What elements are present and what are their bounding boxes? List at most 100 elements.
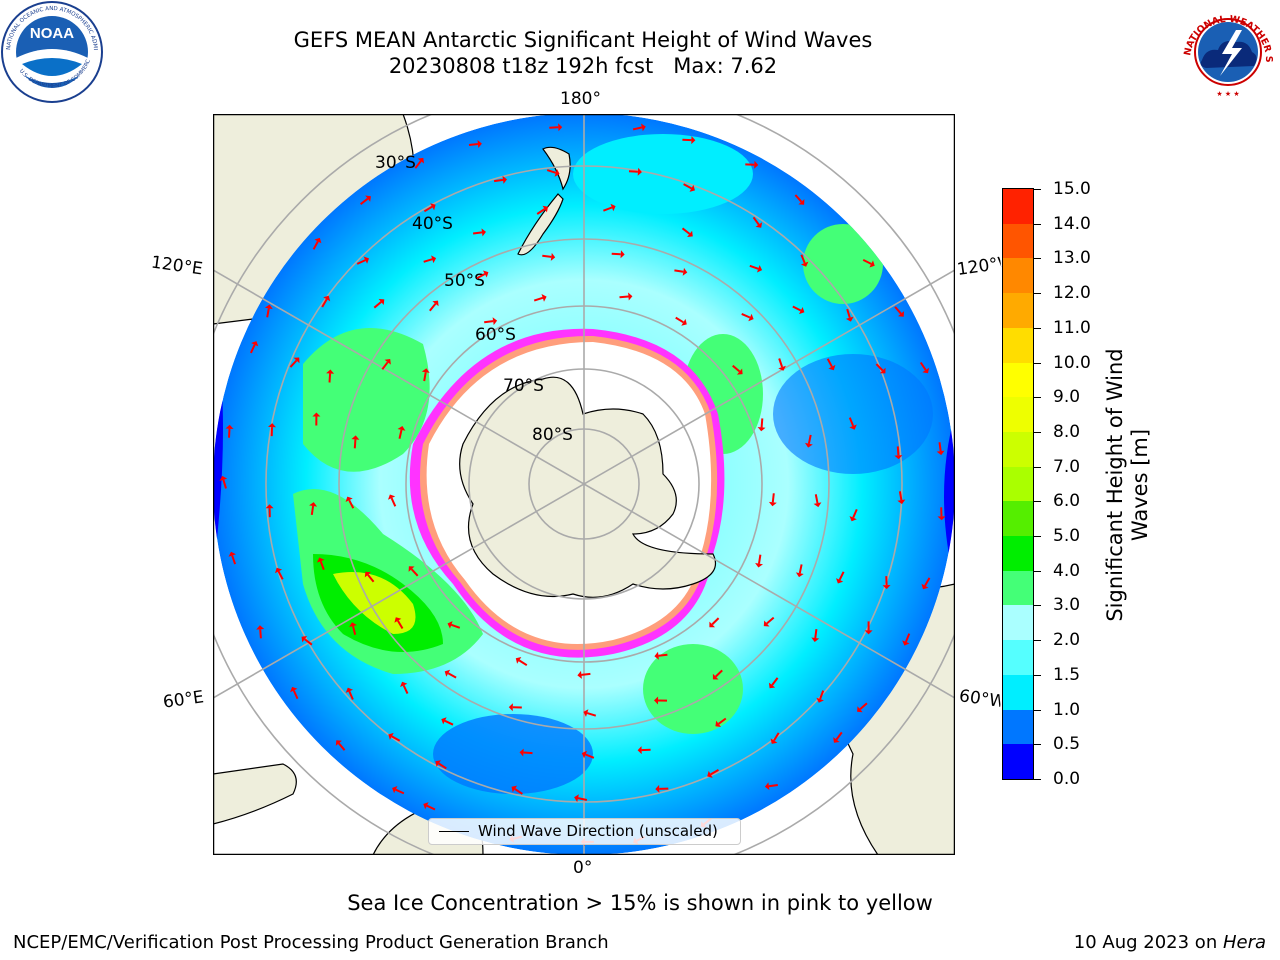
wave-arrow-head: [936, 450, 945, 456]
wave-arrow-head: [581, 750, 587, 759]
wave-arrow-head: [293, 357, 300, 364]
wave-arrow-shaft: [814, 494, 819, 504]
colorbar-tick-label: 4.0: [1053, 560, 1081, 581]
wave-arrow-shaft: [814, 628, 818, 639]
lon-label-60w: 60°W: [957, 686, 1003, 712]
wave-arrow-head: [335, 740, 342, 746]
wave-arrow-shaft: [321, 298, 328, 308]
wave-arrow-shaft: [711, 617, 720, 626]
wave-arrow-head: [902, 640, 910, 646]
colorbar-segment: [1003, 397, 1033, 433]
wave-arrow-shaft: [319, 560, 325, 571]
wave-arrow-shaft: [632, 126, 643, 131]
chart-subtitle: 20230808 t18z 192h fcst Max: 7.62: [388, 54, 778, 78]
land-africa: [213, 763, 297, 825]
colorbar-tick-mark: [1034, 674, 1041, 676]
colorbar-tick-mark: [1034, 570, 1041, 572]
wave-arrow-shaft: [718, 717, 727, 725]
wave-arrow-head: [922, 367, 930, 374]
colorbar-tick-label: 8.0: [1053, 421, 1081, 442]
wave-arrow-shaft: [398, 429, 403, 439]
wave-arrow-head: [620, 250, 625, 259]
wave-arrow-shaft: [304, 638, 313, 646]
colorbar-segment: [1003, 327, 1033, 364]
colorbar-tick-mark: [1034, 431, 1041, 433]
wave-arrow-shaft: [778, 358, 784, 368]
wave-arrow-shaft: [514, 788, 523, 795]
colorbar-segment: [1003, 605, 1033, 641]
wave-arrow-head: [800, 261, 809, 267]
footer-credit: NCEP/EMC/Verification Post Processing Pr…: [13, 932, 609, 953]
wave-arrow-head: [225, 424, 234, 429]
wave-arrow-shaft: [549, 126, 559, 129]
wave-arrow-head: [763, 620, 770, 627]
wave-arrow-head: [290, 686, 298, 693]
colorbar-segment: [1003, 570, 1033, 606]
wave-arrow-head: [511, 785, 518, 793]
wave-arrow-head: [709, 621, 715, 628]
wave-arrow-shaft: [402, 684, 409, 695]
colorbar-segment: [1003, 501, 1033, 537]
wave-arrow-head: [447, 621, 453, 629]
wave-arrow-shaft: [312, 240, 319, 250]
wave-arrow-head: [477, 140, 482, 148]
wave-arrow-head: [849, 516, 857, 522]
nws-logo: NATIONAL WEATHER SERVICE ★ ★ ★: [1176, 0, 1276, 100]
colorbar-tick-mark: [1034, 189, 1041, 190]
colorbar-tick-mark: [1034, 640, 1041, 642]
wave-arrow-head: [256, 625, 265, 630]
footer-date-text: 10 Aug 2023 on: [1073, 932, 1223, 953]
wave-arrow-head: [384, 359, 391, 365]
colorbar-tick-label: 3.0: [1053, 595, 1081, 616]
wave-arrow-head: [748, 313, 754, 322]
lon-label-120w: 120°W: [955, 254, 1003, 280]
colorbar-tick-label: 2.0: [1053, 630, 1081, 651]
colorbar-tick-label: 11.0: [1053, 317, 1091, 338]
wave-arrow-shaft: [348, 499, 355, 509]
wave-arrow-head: [502, 175, 507, 184]
wave-arrow-head: [764, 782, 770, 791]
footer-machine: Hera: [1222, 932, 1266, 953]
wave-arrow-head: [301, 636, 308, 643]
wave-arrow-head: [682, 267, 688, 276]
wave-arrow-shaft: [381, 361, 389, 370]
wave-arrow-head: [312, 412, 321, 417]
wave-arrow-head: [421, 368, 430, 373]
wave-arrow-shaft: [546, 169, 557, 174]
wave-arrow-shaft: [732, 364, 741, 373]
wave-arrow-shaft: [577, 797, 588, 801]
wave-arrow-shaft: [397, 620, 404, 630]
wave-arrow-head: [275, 567, 283, 574]
colorbar-tick-label: 12.0: [1053, 283, 1091, 304]
wave-arrow-head: [519, 748, 524, 757]
wave-arrow-head: [654, 696, 659, 705]
wave-arrow-head: [654, 651, 659, 660]
wave-arrow-shaft: [924, 577, 931, 587]
colorbar-tick-mark: [1034, 744, 1041, 746]
wave-arrow-shaft: [391, 735, 401, 742]
wave-arrow-shaft: [760, 418, 764, 428]
wave-arrow-shaft: [277, 570, 284, 580]
wave-arrow-head: [816, 697, 824, 703]
land-antarctica: [459, 376, 717, 598]
wave-arrow-shaft: [438, 762, 447, 770]
wave-arrow-head: [805, 442, 813, 448]
wave-arrow-shaft: [619, 295, 629, 299]
wave-arrow-shaft: [771, 493, 775, 503]
colorbar-segment: [1003, 258, 1033, 294]
colorbar-label: Significant Height of Wind Waves [m]: [1103, 325, 1153, 645]
wave-arrow-head: [554, 169, 560, 177]
colorbar-tick-label: 6.0: [1053, 491, 1081, 512]
sea-ice-note: Sea Ice Concentration > 15% is shown in …: [0, 891, 1280, 915]
footer-date: 10 Aug 2023 on Hera: [1074, 932, 1266, 953]
lon-label-180: 180°: [560, 89, 601, 109]
wave-arrow-shaft: [222, 479, 227, 489]
wave-arrow-shaft: [846, 308, 851, 318]
wave-arrow-shaft: [249, 344, 256, 354]
wave-arrow-head: [828, 364, 836, 371]
lat-label-70s: 70°S: [503, 376, 544, 396]
wave-arrow-head: [689, 184, 695, 192]
wave-arrow-head: [864, 630, 873, 635]
wave-arrow-head: [737, 368, 743, 375]
wave-arrow-shaft: [603, 206, 613, 212]
